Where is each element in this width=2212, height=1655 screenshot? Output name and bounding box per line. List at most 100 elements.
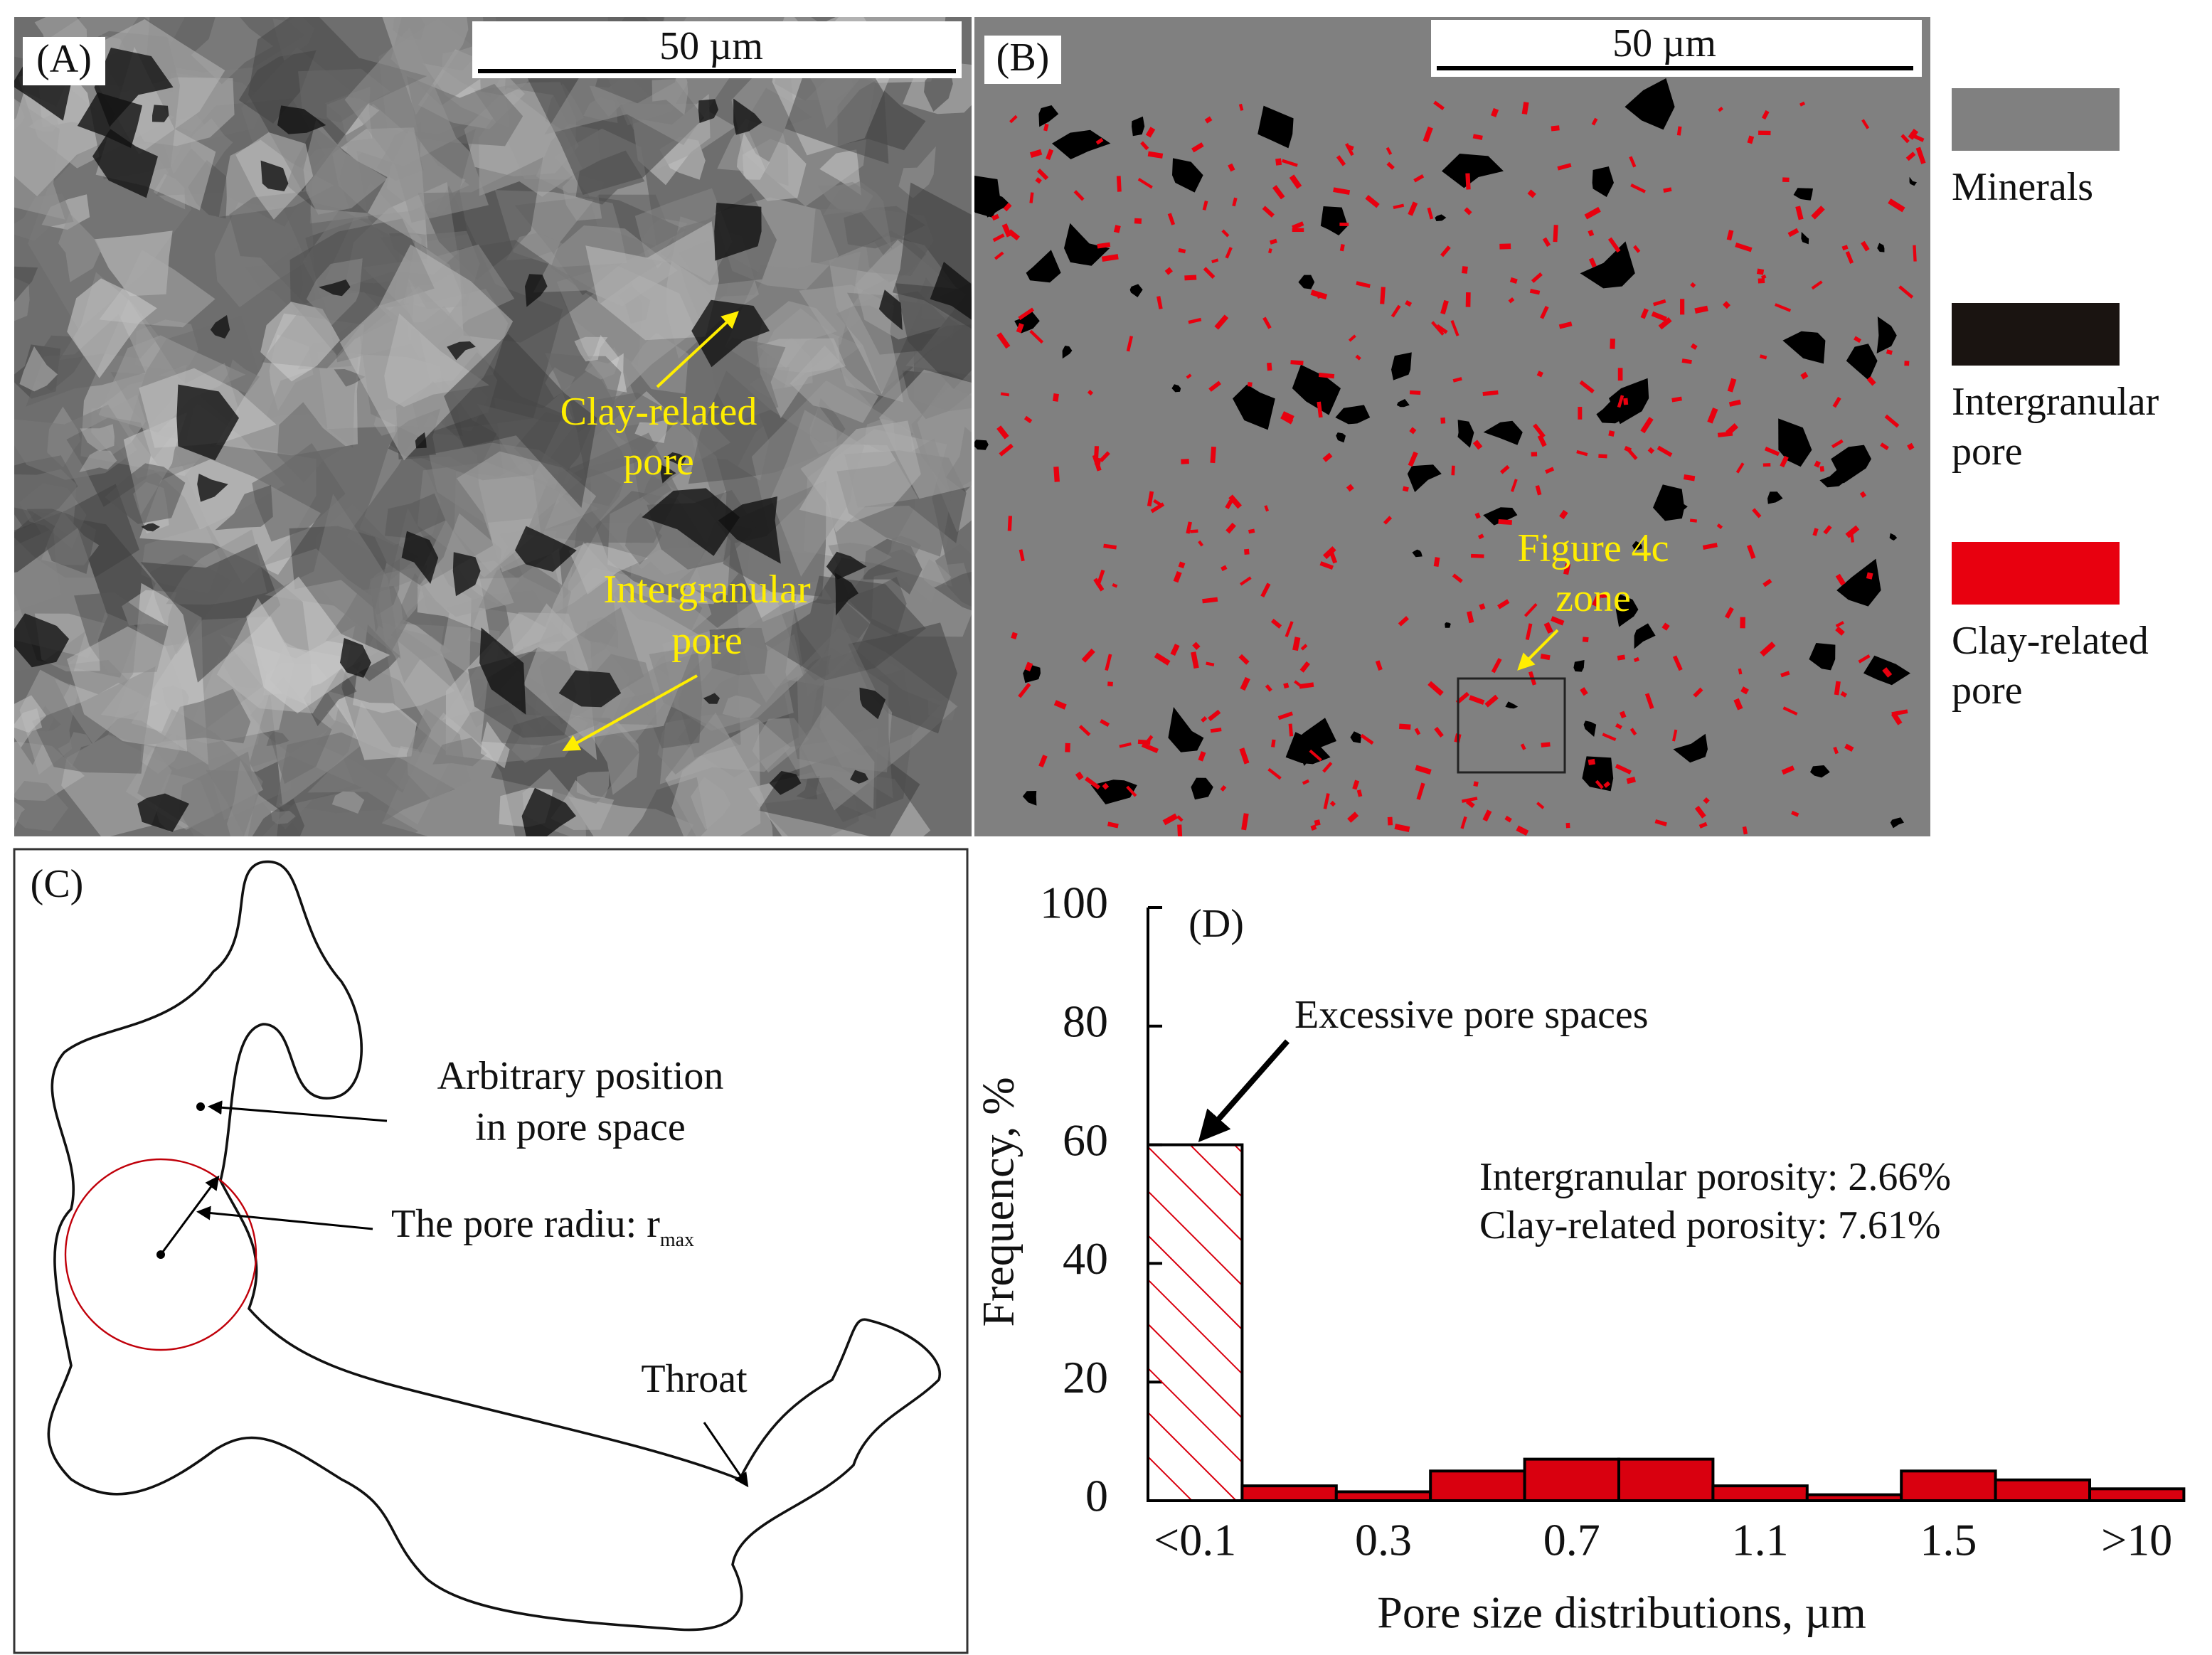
clay-pore xyxy=(1775,303,1792,312)
clay-pore xyxy=(1232,197,1238,207)
clay-pore xyxy=(1440,417,1446,424)
texture xyxy=(14,266,38,302)
texture xyxy=(575,150,645,205)
clay-pore xyxy=(1112,583,1118,588)
annotation: Intergranular porosity: 2.66% xyxy=(1479,1155,1951,1199)
clay-pore xyxy=(1542,237,1551,248)
clay-pore xyxy=(1270,618,1282,629)
texture xyxy=(879,369,972,499)
clay-pore xyxy=(1433,100,1445,110)
clay-pore xyxy=(1762,463,1771,467)
y-tick-label: 60 xyxy=(1063,1114,1108,1165)
clay-pore xyxy=(1269,238,1277,245)
clay-pore xyxy=(1248,528,1255,534)
clay-pore xyxy=(1683,474,1696,481)
texture xyxy=(277,402,346,483)
clay-pore xyxy=(1102,782,1110,790)
clay-pore xyxy=(1835,573,1846,586)
texture xyxy=(898,146,936,198)
clay-pore xyxy=(1078,725,1091,737)
clay-pore xyxy=(1204,116,1213,124)
clay-pore xyxy=(1203,267,1216,279)
clay-pore xyxy=(1210,728,1222,733)
clay-pore xyxy=(1099,451,1110,463)
y-tick-label: 80 xyxy=(1063,996,1108,1046)
texture xyxy=(334,369,366,387)
clay-pore xyxy=(1220,785,1227,792)
clay-pore xyxy=(1436,324,1448,334)
clay-pore xyxy=(1299,682,1314,689)
texture xyxy=(823,181,893,249)
clay-pore xyxy=(1156,296,1163,309)
clay-pore xyxy=(1007,516,1013,531)
clay-pore xyxy=(1451,465,1455,476)
texture-dark xyxy=(769,771,802,795)
clay-pore xyxy=(1427,207,1434,220)
clay-pore xyxy=(1228,163,1235,172)
clay-pore xyxy=(1153,499,1161,506)
clay-pore xyxy=(1629,728,1637,736)
clay-pore xyxy=(1833,746,1839,755)
clay-pore xyxy=(1672,655,1683,671)
max-radius-circle xyxy=(64,1158,257,1351)
clay-pore xyxy=(1819,466,1824,472)
clay-pore xyxy=(1272,185,1285,200)
clay-pore xyxy=(1408,201,1418,216)
clay-pore xyxy=(1653,299,1666,307)
clay-pore xyxy=(1208,381,1221,392)
clay-pore xyxy=(1038,755,1048,768)
clay-pore xyxy=(1336,155,1346,166)
clay-pore xyxy=(1192,642,1201,650)
pore-map xyxy=(974,78,1926,836)
clay-pore xyxy=(1292,228,1304,233)
clay-pore xyxy=(1509,277,1518,284)
clay-pore xyxy=(1225,499,1233,510)
texture xyxy=(246,576,390,713)
clay-pore xyxy=(1491,107,1499,117)
clay-pore xyxy=(1282,159,1298,167)
clay-pore xyxy=(1654,819,1667,826)
intergranular-pore xyxy=(1435,214,1447,221)
clay-pore xyxy=(1725,607,1734,619)
clay-pore xyxy=(1845,525,1860,538)
annotation-main: The pore radiu: r xyxy=(391,1202,660,1246)
texture xyxy=(649,595,797,735)
clay-pore xyxy=(1414,728,1421,735)
clay-pore xyxy=(1747,544,1756,559)
clay-pore xyxy=(1516,825,1529,836)
clay-pore xyxy=(1644,693,1654,710)
clay-pore xyxy=(1900,134,1910,144)
intergranular-pore xyxy=(1412,549,1423,558)
clay-pore xyxy=(1558,321,1573,329)
intergranular-pore xyxy=(1767,491,1783,504)
clay-pore xyxy=(1626,776,1636,784)
clay-pore xyxy=(1477,533,1484,540)
clay-pore xyxy=(1782,706,1798,716)
intergranular-pore xyxy=(1809,643,1836,671)
clay-pore xyxy=(1433,557,1440,568)
clay-pore xyxy=(1329,800,1336,807)
texture-dark xyxy=(714,203,762,261)
clay-pore xyxy=(1484,694,1499,708)
clay-pore xyxy=(1282,411,1294,421)
clay-pore xyxy=(1915,147,1926,164)
clay-pore xyxy=(1302,779,1310,785)
clay-pore xyxy=(1657,445,1673,457)
clay-pore xyxy=(1742,826,1748,835)
annotation: pore xyxy=(623,440,694,484)
texture xyxy=(14,695,47,733)
clay-pore xyxy=(1592,593,1602,607)
annotation: Throat xyxy=(641,1357,748,1401)
clay-pore xyxy=(1427,681,1444,696)
clay-pore xyxy=(1225,247,1233,259)
clay-pore xyxy=(1694,805,1706,819)
texture-dark xyxy=(141,523,160,532)
clay-pore xyxy=(1096,569,1105,587)
intergranular-pore xyxy=(1483,507,1518,526)
texture xyxy=(326,691,417,760)
texture-dark xyxy=(137,793,189,832)
scale-bar-label: 50 µm xyxy=(659,24,763,68)
intergranular-pore xyxy=(1132,116,1145,137)
clay-pore xyxy=(1661,622,1670,631)
clay-pore xyxy=(1029,192,1034,203)
